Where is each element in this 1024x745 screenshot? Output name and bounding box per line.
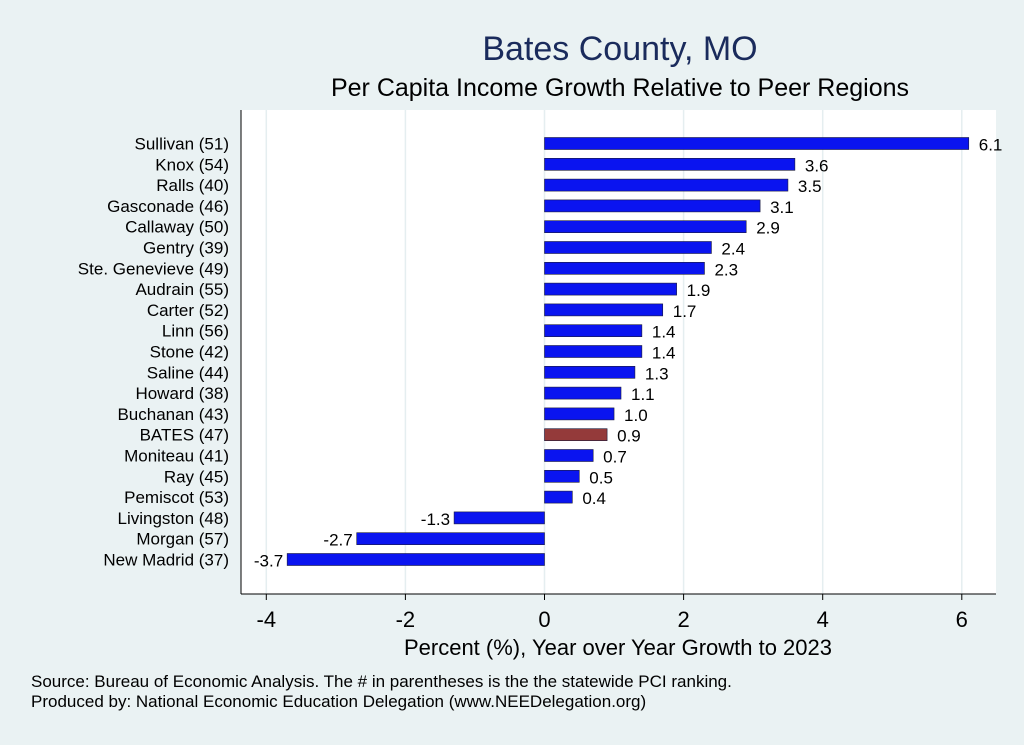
category-label: BATES (47) — [140, 426, 229, 445]
value-label: 3.5 — [798, 177, 822, 196]
value-label: 0.9 — [617, 427, 641, 446]
bar — [544, 449, 594, 462]
value-label: 1.4 — [652, 323, 676, 342]
bar — [356, 532, 545, 546]
footer-notes: Source: Bureau of Economic Analysis. The… — [31, 672, 732, 712]
bar — [544, 220, 747, 233]
value-label: 3.6 — [805, 156, 829, 175]
bar — [544, 345, 643, 358]
category-label: Callaway (50) — [125, 218, 229, 237]
chart-subtitle: Per Capita Income Growth Relative to Pee… — [330, 74, 910, 102]
category-label: Carter (52) — [147, 301, 229, 320]
value-label: 0.7 — [603, 448, 627, 467]
category-label: Morgan (57) — [136, 530, 229, 549]
category-label: Gentry (39) — [143, 239, 229, 258]
bar — [544, 137, 970, 150]
value-labels: 6.13.63.53.12.92.42.31.91.71.41.41.31.11… — [254, 136, 1003, 571]
x-tick-label: 6 — [956, 607, 968, 632]
bar — [544, 158, 796, 171]
category-label: Knox (54) — [155, 155, 229, 174]
category-labels: Sullivan (51)Knox (54) Ralls (40) Gasconad… — [78, 135, 229, 570]
value-label: 2.4 — [721, 240, 745, 259]
x-axis-title: Percent (%), Year over Year Growth to 20… — [404, 635, 832, 660]
category-label: Ste. Genevieve (49) — [78, 259, 229, 278]
bar — [544, 261, 705, 275]
category-label: Livingston (48) — [117, 509, 229, 528]
value-label: 1.7 — [673, 302, 697, 321]
bars — [286, 137, 970, 566]
bar — [544, 407, 615, 421]
category-label: Ray (45) — [164, 467, 229, 486]
category-label: Buchanan (43) — [117, 405, 229, 424]
category-label: Saline (44) — [147, 363, 229, 382]
value-label: -1.3 — [421, 510, 450, 529]
value-label: 1.1 — [631, 385, 655, 404]
category-label: Audrain (55) — [135, 280, 229, 299]
bar — [544, 469, 580, 483]
category-label: Ralls (40) — [156, 176, 229, 195]
category-label: Stone (42) — [150, 343, 229, 362]
bar — [544, 199, 761, 213]
bar — [544, 386, 622, 400]
value-label: 1.4 — [652, 344, 676, 363]
x-tick-label: 2 — [677, 607, 689, 632]
value-label: -3.7 — [254, 552, 283, 571]
category-label: Sullivan (51) — [135, 135, 230, 154]
chart-title: Bates County, MO — [482, 30, 758, 68]
value-label: 0.4 — [582, 489, 606, 508]
value-label: 1.9 — [687, 281, 711, 300]
category-label: Pemiscot (53) — [124, 488, 229, 507]
bar — [544, 303, 664, 317]
produced-by-note: Produced by: National Economic Education… — [31, 692, 647, 711]
value-label: 0.5 — [589, 468, 613, 487]
value-label: -2.7 — [323, 531, 352, 550]
bar — [544, 282, 677, 296]
x-tick-label: 4 — [817, 607, 829, 632]
bar — [544, 365, 636, 379]
bar — [544, 241, 712, 254]
category-label: Linn (56) — [162, 322, 229, 341]
bar — [544, 324, 643, 338]
category-label: Gasconade (46) — [107, 197, 229, 216]
bar — [286, 553, 545, 566]
value-label: 2.3 — [714, 260, 738, 279]
value-label: 1.0 — [624, 406, 648, 425]
category-label: Moniteau (41) — [124, 447, 229, 466]
bar — [544, 178, 789, 192]
value-label: 6.1 — [979, 136, 1003, 155]
value-label: 3.1 — [770, 198, 794, 217]
x-tick-label: -2 — [396, 607, 416, 632]
bar — [544, 428, 608, 442]
x-tick-label: 0 — [538, 607, 550, 632]
source-note: Source: Bureau of Economic Analysis. The… — [31, 672, 732, 691]
value-label: 2.9 — [756, 219, 780, 238]
value-label: 1.3 — [645, 364, 669, 383]
bar — [544, 490, 573, 504]
category-label: New Madrid (37) — [103, 551, 229, 570]
category-label: Howard (38) — [135, 384, 229, 403]
x-axis-ticks: -4 -2 0 2 4 6 — [257, 594, 968, 632]
x-tick-label: -4 — [257, 607, 277, 632]
bar — [453, 511, 545, 525]
